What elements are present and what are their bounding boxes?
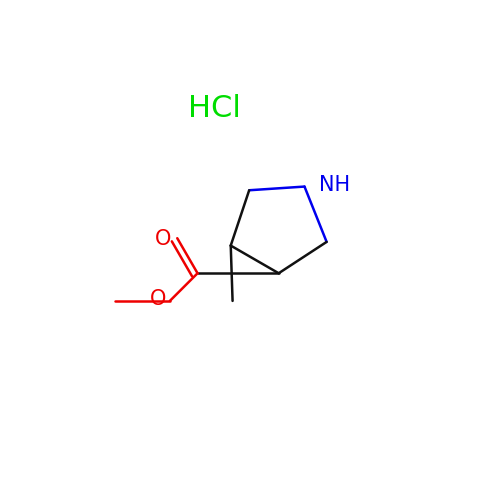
- Text: O: O: [155, 229, 171, 249]
- Text: HCl: HCl: [188, 94, 240, 123]
- Text: NH: NH: [319, 175, 350, 195]
- Text: O: O: [150, 289, 166, 309]
